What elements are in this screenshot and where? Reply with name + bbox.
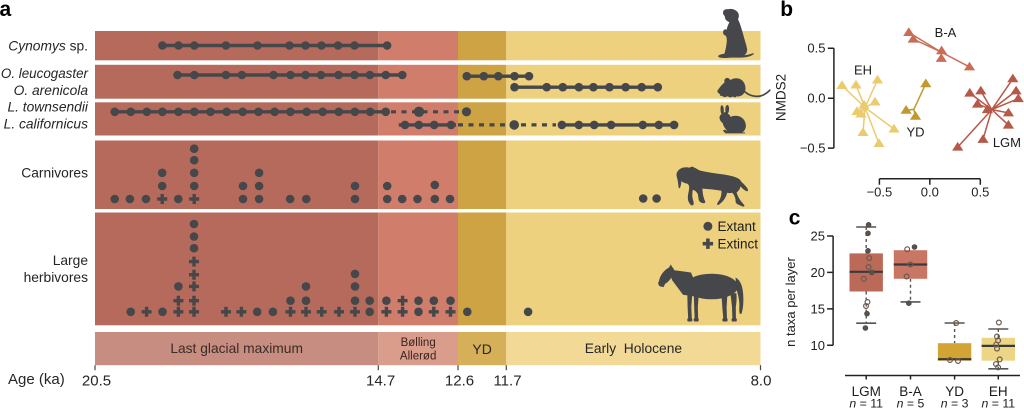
svg-text:L. californicus: L. californicus	[4, 117, 88, 132]
svg-text:25: 25	[811, 229, 825, 244]
svg-text:0.5: 0.5	[971, 185, 989, 200]
svg-text:Early Holocene: Early Holocene	[585, 341, 683, 356]
svg-text:Carnivores: Carnivores	[21, 166, 88, 181]
svg-text:EH: EH	[989, 384, 1008, 399]
svg-text:n = 5: n = 5	[897, 396, 925, 409]
svg-text:−0.5: −0.5	[800, 140, 826, 155]
svg-text:Large: Large	[53, 253, 89, 268]
svg-text:EH: EH	[854, 63, 872, 78]
svg-text:Allerød: Allerød	[400, 351, 436, 363]
svg-text:n = 11: n = 11	[981, 396, 1015, 409]
svg-text:NMDS2: NMDS2	[774, 74, 789, 121]
svg-text:11.7: 11.7	[493, 373, 521, 390]
svg-text:Bølling: Bølling	[401, 337, 436, 349]
svg-text:n = 3: n = 3	[941, 396, 969, 409]
svg-text:YD: YD	[945, 384, 964, 399]
svg-text:B-A: B-A	[935, 25, 957, 40]
svg-text:O. leucogaster: O. leucogaster	[1, 66, 89, 81]
svg-text:LGM: LGM	[852, 384, 881, 399]
svg-text:14.7: 14.7	[366, 373, 395, 390]
svg-text:B-A: B-A	[899, 384, 922, 399]
svg-text:12.6: 12.6	[445, 373, 474, 390]
svg-text:n taxa per layer: n taxa per layer	[783, 257, 798, 347]
svg-text:Extant: Extant	[718, 219, 757, 234]
svg-text:c: c	[789, 206, 801, 229]
svg-text:L. townsendii: L. townsendii	[7, 100, 88, 115]
svg-text:15: 15	[811, 301, 825, 316]
svg-text:YD: YD	[906, 124, 924, 139]
svg-text:20.5: 20.5	[82, 373, 111, 390]
svg-text:10: 10	[811, 338, 825, 353]
svg-text:20: 20	[811, 265, 825, 280]
svg-text:Extinct: Extinct	[718, 236, 759, 251]
svg-text:0.0: 0.0	[921, 185, 939, 200]
svg-text:0.5: 0.5	[807, 41, 825, 56]
svg-text:Last glacial maximum: Last glacial maximum	[170, 341, 303, 356]
svg-text:LGM: LGM	[993, 135, 1021, 150]
svg-text:b: b	[780, 0, 793, 21]
svg-text:YD: YD	[472, 341, 491, 357]
svg-text:−0.5: −0.5	[867, 185, 893, 200]
svg-text:n = 11: n = 11	[849, 396, 883, 409]
svg-text:Age (ka): Age (ka)	[8, 371, 65, 388]
svg-text:0.0: 0.0	[807, 91, 825, 106]
svg-text:Cynomys sp.: Cynomys sp.	[8, 39, 88, 54]
svg-text:herbivores: herbivores	[24, 270, 89, 285]
svg-text:a: a	[0, 0, 12, 21]
svg-text:O. arenicola: O. arenicola	[14, 83, 89, 98]
svg-text:8.0: 8.0	[751, 373, 772, 390]
